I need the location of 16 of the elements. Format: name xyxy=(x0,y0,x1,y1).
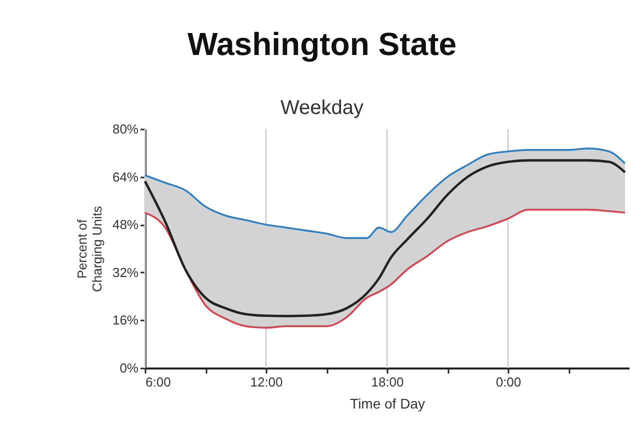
y-tick-label: 0% xyxy=(120,360,139,376)
y-axis-title: Percent of Charging Units xyxy=(74,206,104,292)
x-tick-label: 6:00 xyxy=(146,374,171,390)
y-tick-label: 80% xyxy=(112,122,139,136)
x-tick-label: 0:00 xyxy=(496,374,522,390)
x-tick-label: 12:00 xyxy=(250,374,283,390)
x-tick-label: 18:00 xyxy=(371,374,404,390)
line-series xyxy=(144,208,626,329)
y-tick-label: 64% xyxy=(112,169,139,184)
x-axis-title: Time of Day xyxy=(350,396,425,412)
chart-title: Washington State xyxy=(187,26,457,62)
y-tick-label: 32% xyxy=(112,264,139,280)
line-series xyxy=(144,148,626,239)
y-tick-label: 16% xyxy=(112,312,139,328)
y-tick-label: 48% xyxy=(112,217,139,232)
chart-subtitle: Weekday xyxy=(280,97,364,119)
